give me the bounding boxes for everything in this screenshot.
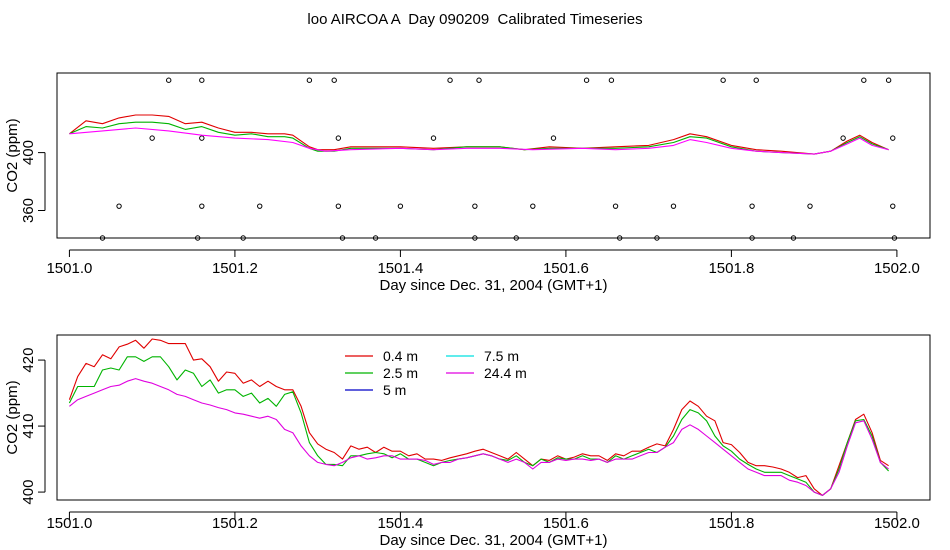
series-line-1-1 — [69, 114, 889, 155]
data-point — [335, 135, 342, 141]
data-point — [513, 235, 519, 241]
data-point — [749, 203, 755, 209]
x-tick-label: 1501.6 — [543, 260, 589, 277]
y-axis-label: CO2 (ppm) — [4, 380, 21, 454]
x-tick-label: 1501.8 — [708, 260, 754, 277]
data-point — [654, 235, 660, 241]
data-point — [583, 77, 590, 83]
legend-label: 2.5 m — [383, 365, 418, 381]
y-axis-label: CO2 (ppm) — [4, 118, 21, 192]
data-point — [397, 203, 404, 209]
data-point — [430, 135, 437, 141]
data-point — [99, 235, 106, 241]
data-point — [550, 135, 557, 141]
legend-label: 0.4 m — [383, 348, 418, 364]
data-point — [753, 77, 759, 83]
x-tick-label: 1501.2 — [212, 260, 258, 277]
y-tick-label: 410 — [20, 414, 37, 439]
data-point — [530, 203, 536, 209]
x-tick-label: 1502.0 — [874, 515, 920, 532]
data-point — [335, 203, 342, 209]
data-point — [257, 203, 263, 209]
data-point — [472, 235, 478, 241]
chart-title: loo AIRCOA A Day 090209 Calibrated Times… — [307, 11, 643, 28]
legend-label: 5 m — [383, 382, 406, 398]
data-point — [861, 77, 867, 83]
data-point — [790, 235, 797, 241]
x-tick-label: 1501.4 — [377, 260, 423, 277]
data-point — [199, 135, 205, 141]
x-tick-label: 1502.0 — [874, 260, 920, 277]
data-point — [840, 135, 846, 141]
data-point — [447, 77, 453, 83]
x-tick-label: 1501.0 — [46, 515, 92, 532]
data-point — [885, 77, 892, 83]
x-tick-label: 1501.2 — [212, 515, 258, 532]
y-tick-label: 400 — [20, 480, 37, 505]
plot-frame-2 — [56, 334, 931, 501]
data-point — [608, 77, 615, 83]
data-point — [331, 77, 337, 83]
data-point — [199, 203, 205, 209]
series-line-2-5 — [69, 378, 889, 496]
data-point — [890, 135, 896, 141]
legend-label: 7.5 m — [484, 348, 519, 364]
data-point — [807, 203, 813, 209]
data-point — [240, 235, 246, 241]
x-tick-label: 1501.0 — [46, 260, 92, 277]
data-point — [890, 203, 896, 209]
data-point — [339, 235, 346, 241]
y-tick-label: 420 — [20, 348, 37, 373]
data-point — [149, 135, 155, 141]
data-point — [116, 203, 122, 209]
data-point — [670, 203, 677, 209]
series-line-2-1 — [68, 338, 889, 496]
y-tick-label: 360 — [20, 198, 37, 223]
plot-frame-1 — [56, 72, 931, 239]
data-point — [194, 235, 201, 241]
data-point — [306, 77, 313, 83]
series-line-1-3 — [69, 127, 889, 155]
data-point — [166, 77, 172, 83]
x-tick-label: 1501.6 — [543, 515, 589, 532]
legend-label: 24.4 m — [484, 365, 527, 381]
series-line-1-2 — [69, 121, 889, 155]
data-point — [612, 203, 619, 209]
series-line-2-2 — [68, 356, 889, 496]
data-point — [749, 235, 755, 241]
data-point — [472, 203, 478, 209]
x-axis-label: Day since Dec. 31, 2004 (GMT+1) — [379, 277, 607, 294]
x-tick-label: 1501.8 — [708, 515, 754, 532]
data-point — [476, 77, 482, 83]
x-axis-label: Day since Dec. 31, 2004 (GMT+1) — [379, 532, 607, 549]
data-point — [199, 77, 205, 83]
data-point — [616, 235, 623, 241]
y-tick-label: 400 — [20, 140, 37, 165]
data-point — [720, 77, 726, 83]
data-point — [891, 235, 898, 241]
data-point — [372, 235, 379, 241]
x-tick-label: 1501.4 — [377, 515, 423, 532]
